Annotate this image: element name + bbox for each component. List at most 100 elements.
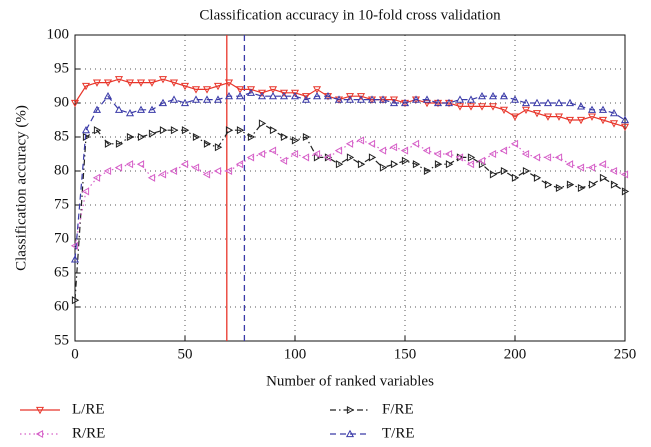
legend-marker (35, 429, 44, 439)
series-marker (510, 95, 520, 103)
series-marker (489, 170, 498, 179)
series-marker (181, 126, 190, 135)
series-marker (148, 129, 157, 138)
x-tick-label: 100 (284, 346, 307, 362)
series-marker (257, 91, 267, 100)
series-marker (467, 153, 476, 162)
series-marker (81, 187, 90, 196)
series-marker (521, 149, 530, 159)
x-tick-label: 0 (71, 346, 79, 362)
series-marker (268, 146, 277, 155)
series-marker (312, 91, 322, 100)
series-marker (169, 95, 179, 103)
series-marker (598, 105, 608, 113)
series-line (74, 139, 626, 246)
series-marker (301, 95, 311, 103)
series-marker (323, 91, 333, 100)
series-marker (577, 183, 586, 193)
series-marker (70, 255, 80, 263)
series-marker (356, 93, 366, 101)
series-marker (82, 132, 91, 142)
series-marker (147, 105, 157, 113)
series-marker (390, 160, 399, 169)
series-marker (334, 146, 343, 155)
series-marker (433, 98, 443, 107)
series-marker (554, 153, 563, 162)
series-marker (433, 149, 442, 159)
series-marker (125, 108, 135, 117)
series-marker (103, 91, 113, 100)
series-marker (565, 116, 575, 125)
series-marker (466, 95, 476, 103)
y-tick-label: 100 (47, 26, 70, 42)
series-marker (587, 163, 596, 172)
y-tick-label: 70 (54, 230, 69, 246)
series-marker (302, 132, 311, 142)
series-marker (576, 102, 586, 110)
y-tick-label: 95 (54, 60, 69, 76)
series-marker (180, 82, 190, 91)
series-marker (378, 95, 388, 103)
series-marker (180, 98, 190, 107)
series-marker (225, 126, 234, 135)
series-marker (378, 146, 387, 155)
series-marker (81, 125, 91, 134)
series-marker (81, 82, 91, 91)
series-marker (280, 132, 289, 142)
legend-label: R/RE (72, 425, 105, 441)
series-marker (279, 91, 289, 100)
series-marker (411, 139, 420, 148)
series-marker (411, 95, 421, 103)
series-marker (290, 149, 299, 159)
series-marker (268, 86, 278, 94)
series-line (74, 92, 626, 260)
series-marker (554, 113, 564, 121)
series-marker (158, 170, 167, 179)
series-marker (587, 113, 597, 121)
series-marker (224, 166, 233, 176)
series-marker (499, 106, 509, 115)
series-marker (544, 180, 553, 189)
series-marker (444, 98, 454, 107)
series-marker (499, 146, 508, 155)
series-marker (555, 183, 564, 193)
series-marker (137, 132, 146, 142)
series-marker (214, 143, 223, 152)
series-marker (70, 99, 80, 108)
series-marker (114, 105, 124, 113)
series-marker (598, 160, 607, 169)
series-marker (136, 79, 146, 87)
series-marker (477, 156, 486, 165)
series-marker (257, 89, 267, 98)
series-marker (400, 98, 410, 107)
series-marker (609, 108, 619, 117)
series-marker (246, 88, 256, 96)
y-tick-label: 60 (54, 298, 69, 314)
series-marker (170, 126, 179, 135)
series-marker (290, 91, 300, 100)
series-marker (466, 103, 476, 111)
series-marker (345, 139, 354, 148)
series-marker (345, 93, 355, 101)
series-marker (576, 163, 585, 172)
series-marker (70, 241, 79, 250)
series-marker (488, 103, 498, 111)
series-marker (125, 160, 134, 169)
series-marker (554, 98, 564, 107)
series-marker (92, 105, 102, 113)
series-marker (312, 86, 322, 94)
series-marker (533, 173, 542, 182)
series-marker (356, 95, 366, 103)
series-marker (588, 180, 597, 189)
series-marker (422, 146, 431, 155)
x-tick-label: 50 (178, 346, 193, 362)
x-tick-label: 200 (504, 346, 527, 362)
series-marker (125, 79, 135, 87)
series-marker (422, 95, 432, 103)
series-marker (301, 153, 310, 162)
series-marker (169, 166, 178, 176)
series-marker (621, 187, 630, 196)
series-marker (455, 153, 464, 162)
y-tick-label: 80 (54, 162, 69, 178)
series-marker (258, 119, 267, 128)
